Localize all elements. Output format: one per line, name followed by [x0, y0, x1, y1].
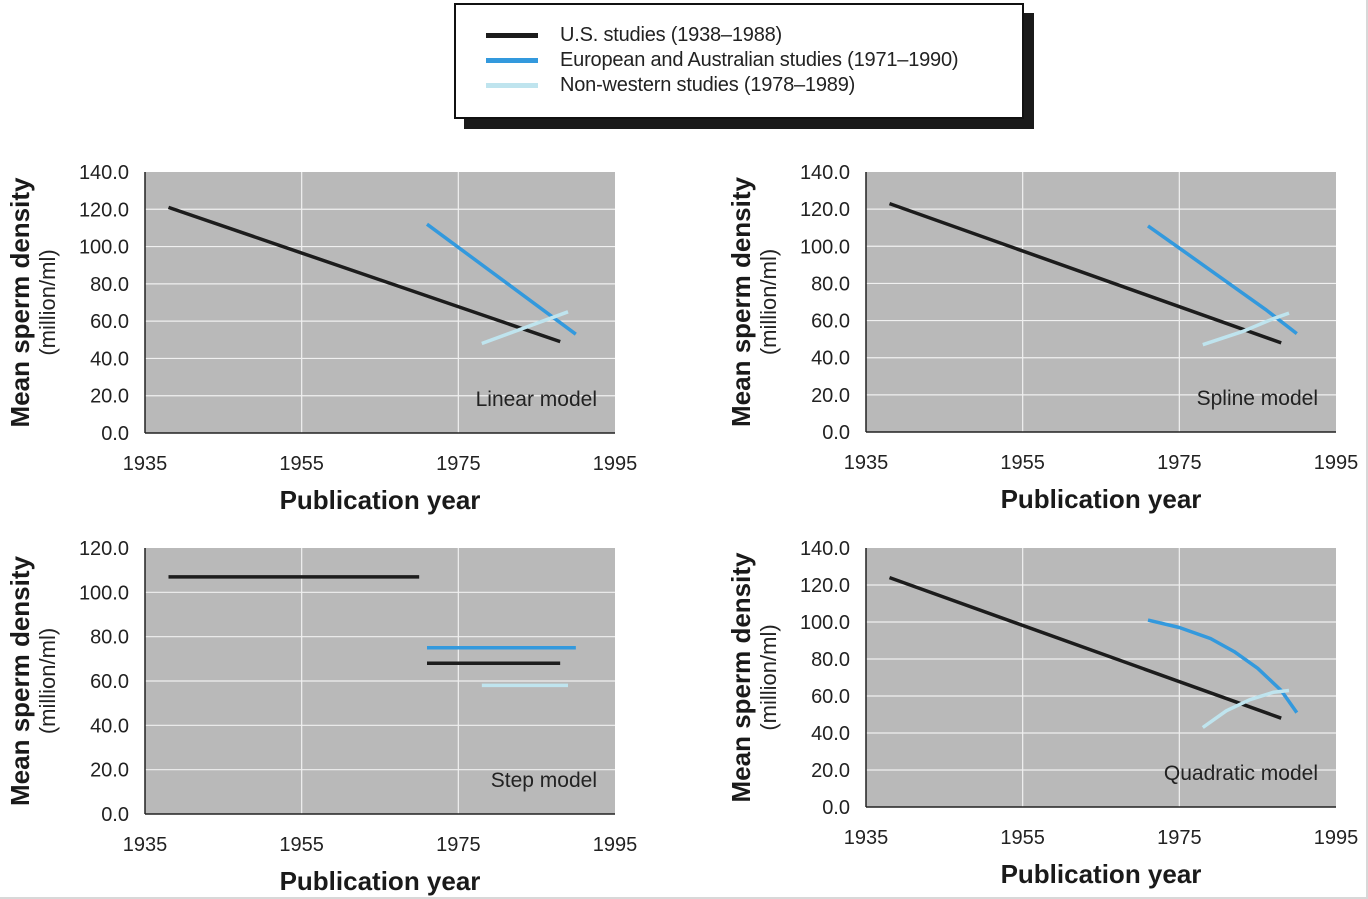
legend-label-european: European and Australian studies (1971–19…	[560, 48, 959, 71]
x-tick-label: 1955	[1000, 452, 1045, 474]
plot-area	[866, 548, 1336, 807]
y-axis-unit: (million/ml)	[756, 624, 781, 730]
legend: U.S. studies (1938–1988) European and Au…	[454, 3, 1034, 129]
series-line-european	[425, 222, 577, 336]
y-tick-label: 140.0	[800, 538, 850, 560]
legend-swatch-us	[486, 32, 538, 38]
y-tick-label: 80.0	[90, 274, 129, 296]
series-line-nonwestern	[481, 310, 569, 346]
x-tick-label: 1995	[1314, 827, 1359, 849]
y-tick-label: 120.0	[800, 575, 850, 597]
chart-panel-3: 0.0 20.0 40.0 60.0 80.0 100.0 120.0 1935 1955 197…	[5, 538, 637, 896]
x-tick-label: 1995	[1314, 452, 1359, 474]
x-tick-label: 1955	[279, 453, 324, 475]
y-axis-unit: (million/ml)	[756, 249, 781, 355]
model-annotation: Step model	[491, 769, 597, 792]
x-tick-label: 1975	[1157, 827, 1202, 849]
legend-label-us: U.S. studies (1938–1988)	[560, 23, 783, 46]
legend-item-european: European and Australian studies (1971–19…	[486, 48, 959, 72]
x-tick-label: 1955	[1000, 827, 1045, 849]
model-annotation: Quadratic model	[1164, 762, 1318, 785]
y-tick-label: 60.0	[811, 311, 850, 333]
x-axis-title: Publication year	[280, 485, 481, 515]
model-annotation: Linear model	[476, 388, 597, 411]
x-tick-label: 1975	[1157, 452, 1202, 474]
series-line-us	[167, 205, 561, 344]
y-tick-label: 140.0	[800, 162, 850, 184]
y-axis-title: Mean sperm density	[726, 552, 756, 803]
y-tick-label: 60.0	[90, 311, 129, 333]
y-tick-label: 20.0	[90, 760, 129, 782]
legend-label-nonwestern: Non-western studies (1978–1989)	[560, 73, 856, 96]
chart-panel-4: 0.0 20.0 40.0 60.0 80.0 100.0 120.0 140.0 1935 19…	[726, 538, 1358, 889]
x-tick-label: 1935	[123, 834, 168, 856]
y-tick-label: 120.0	[79, 199, 129, 221]
legend-item-us: U.S. studies (1938–1988)	[486, 23, 782, 47]
y-axis-title: Mean sperm density	[5, 555, 35, 806]
y-tick-label: 0.0	[101, 804, 129, 826]
y-tick-label: 40.0	[90, 348, 129, 370]
y-tick-label: 40.0	[811, 723, 850, 745]
y-tick-label: 20.0	[90, 386, 129, 408]
series-line-us	[888, 201, 1282, 345]
legend-item-nonwestern: Non-western studies (1978–1989)	[486, 73, 855, 97]
y-tick-label: 120.0	[79, 538, 129, 560]
x-axis-title: Publication year	[1001, 484, 1202, 514]
y-tick-label: 0.0	[101, 423, 129, 445]
y-tick-label: 20.0	[811, 760, 850, 782]
y-tick-label: 0.0	[822, 797, 850, 819]
series-line-nonwestern	[1202, 311, 1290, 347]
y-tick-label: 140.0	[79, 162, 129, 184]
y-tick-label: 80.0	[90, 627, 129, 649]
y-tick-label: 100.0	[79, 582, 129, 604]
y-axis-unit: (million/ml)	[35, 249, 60, 355]
legend-box: U.S. studies (1938–1988) European and Au…	[454, 3, 1024, 119]
series-line-nonwestern	[1201, 688, 1290, 729]
x-tick-label: 1935	[844, 827, 889, 849]
chart-panel-2: 0.0 20.0 40.0 60.0 80.0 100.0 120.0 140.0 1935 19…	[726, 162, 1358, 514]
model-annotation: Spline model	[1197, 387, 1318, 410]
y-tick-label: 40.0	[90, 715, 129, 737]
x-tick-label: 1975	[436, 453, 481, 475]
y-tick-label: 0.0	[822, 422, 850, 444]
y-tick-label: 60.0	[811, 686, 850, 708]
x-tick-label: 1955	[279, 834, 324, 856]
y-tick-label: 100.0	[79, 237, 129, 259]
y-tick-label: 80.0	[811, 649, 850, 671]
x-tick-label: 1935	[123, 453, 168, 475]
chart-panel-1: 0.0 20.0 40.0 60.0 80.0 100.0 120.0 140.0 1935 19…	[5, 162, 637, 515]
y-tick-label: 40.0	[811, 348, 850, 370]
legend-swatch-nonwestern	[486, 82, 538, 88]
x-tick-label: 1995	[593, 834, 638, 856]
y-tick-label: 80.0	[811, 273, 850, 295]
series-line-us	[888, 575, 1282, 720]
y-tick-label: 20.0	[811, 385, 850, 407]
x-tick-label: 1935	[844, 452, 889, 474]
legend-swatch-european	[486, 57, 538, 63]
x-tick-label: 1995	[593, 453, 638, 475]
y-tick-label: 100.0	[800, 612, 850, 634]
y-tick-label: 100.0	[800, 236, 850, 258]
y-axis-title: Mean sperm density	[5, 177, 35, 428]
y-tick-label: 60.0	[90, 671, 129, 693]
x-axis-title: Publication year	[280, 866, 481, 896]
y-axis-title: Mean sperm density	[726, 176, 756, 427]
x-tick-label: 1975	[436, 834, 481, 856]
x-axis-title: Publication year	[1001, 859, 1202, 889]
plot-area	[145, 172, 615, 433]
y-tick-label: 120.0	[800, 199, 850, 221]
y-axis-unit: (million/ml)	[35, 628, 60, 734]
